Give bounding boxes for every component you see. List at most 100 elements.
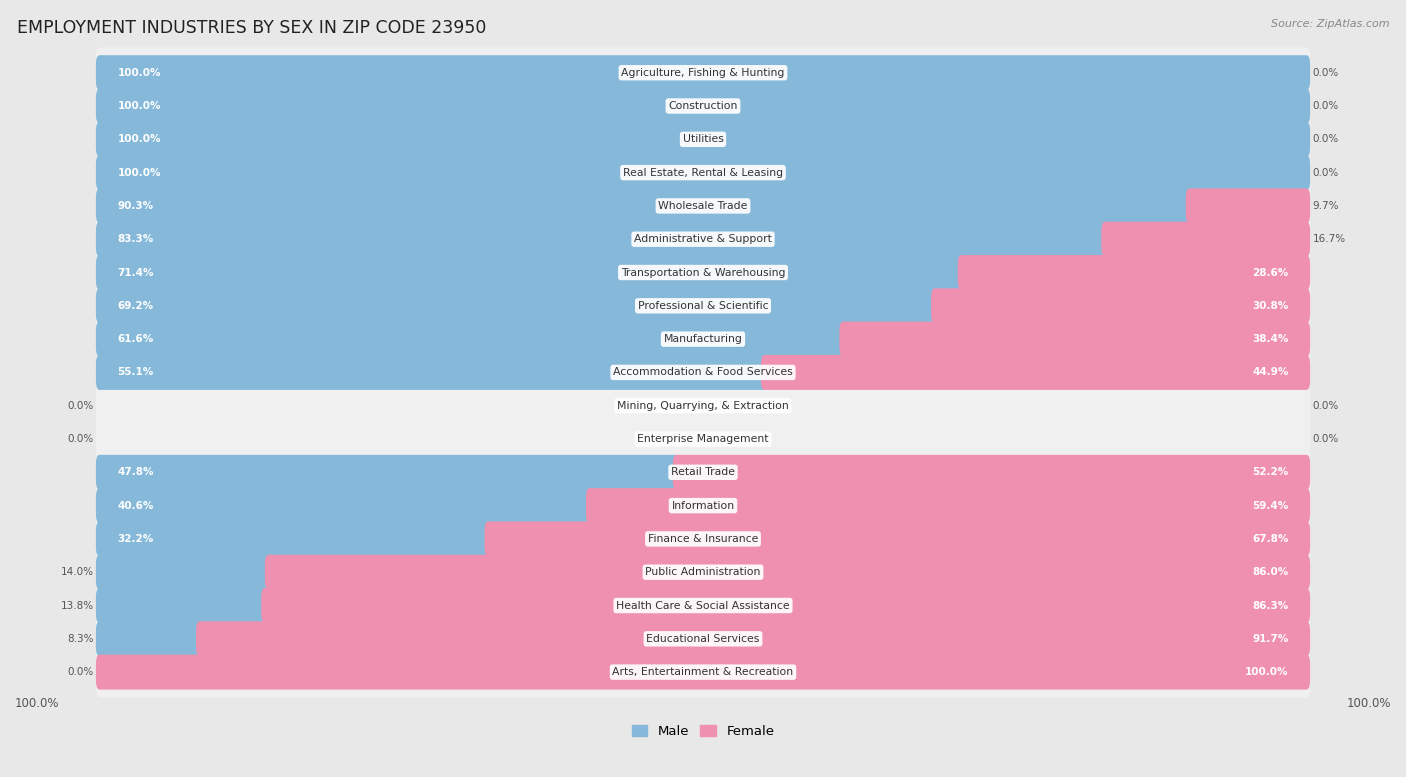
Text: 30.8%: 30.8% — [1253, 301, 1288, 311]
FancyBboxPatch shape — [761, 355, 1310, 390]
FancyBboxPatch shape — [195, 622, 1310, 657]
FancyBboxPatch shape — [96, 413, 1310, 465]
FancyBboxPatch shape — [96, 580, 1310, 631]
FancyBboxPatch shape — [1101, 221, 1310, 256]
FancyBboxPatch shape — [96, 381, 1310, 431]
Text: 100.0%: 100.0% — [15, 697, 59, 710]
Text: 38.4%: 38.4% — [1251, 334, 1288, 344]
Text: 0.0%: 0.0% — [1313, 101, 1339, 111]
FancyBboxPatch shape — [96, 588, 270, 623]
Text: 69.2%: 69.2% — [118, 301, 153, 311]
Text: 14.0%: 14.0% — [60, 567, 93, 577]
Text: Administrative & Support: Administrative & Support — [634, 234, 772, 244]
Text: 0.0%: 0.0% — [1313, 134, 1339, 145]
FancyBboxPatch shape — [96, 447, 1310, 497]
Text: 90.3%: 90.3% — [118, 201, 153, 211]
Text: Information: Information — [672, 500, 734, 510]
FancyBboxPatch shape — [96, 322, 846, 357]
FancyBboxPatch shape — [96, 355, 768, 390]
FancyBboxPatch shape — [96, 55, 1310, 90]
FancyBboxPatch shape — [262, 588, 1310, 623]
FancyBboxPatch shape — [96, 622, 204, 657]
Text: 0.0%: 0.0% — [1313, 168, 1339, 178]
FancyBboxPatch shape — [485, 521, 1310, 556]
Text: 9.7%: 9.7% — [1313, 201, 1339, 211]
Text: 0.0%: 0.0% — [1313, 401, 1339, 411]
Text: 61.6%: 61.6% — [118, 334, 153, 344]
Text: 100.0%: 100.0% — [118, 68, 162, 78]
FancyBboxPatch shape — [96, 521, 492, 556]
FancyBboxPatch shape — [96, 514, 1310, 564]
Text: Manufacturing: Manufacturing — [664, 334, 742, 344]
Text: 0.0%: 0.0% — [1313, 68, 1339, 78]
FancyBboxPatch shape — [96, 455, 681, 490]
Text: Arts, Entertainment & Recreation: Arts, Entertainment & Recreation — [613, 667, 793, 677]
FancyBboxPatch shape — [1185, 189, 1310, 224]
FancyBboxPatch shape — [96, 148, 1310, 198]
Text: Finance & Insurance: Finance & Insurance — [648, 534, 758, 544]
Text: 44.9%: 44.9% — [1251, 368, 1288, 378]
FancyBboxPatch shape — [96, 89, 1310, 124]
Text: Utilities: Utilities — [682, 134, 724, 145]
Text: Public Administration: Public Administration — [645, 567, 761, 577]
FancyBboxPatch shape — [96, 180, 1310, 232]
Text: Construction: Construction — [668, 101, 738, 111]
FancyBboxPatch shape — [96, 614, 1310, 664]
Text: 55.1%: 55.1% — [118, 368, 153, 378]
FancyBboxPatch shape — [96, 122, 1310, 157]
Text: Mining, Quarrying, & Extraction: Mining, Quarrying, & Extraction — [617, 401, 789, 411]
Text: Transportation & Warehousing: Transportation & Warehousing — [621, 267, 785, 277]
Text: 100.0%: 100.0% — [118, 168, 162, 178]
FancyBboxPatch shape — [96, 480, 1310, 531]
Text: Enterprise Management: Enterprise Management — [637, 434, 769, 444]
FancyBboxPatch shape — [96, 655, 1310, 690]
Text: 59.4%: 59.4% — [1253, 500, 1288, 510]
Text: Real Estate, Rental & Leasing: Real Estate, Rental & Leasing — [623, 168, 783, 178]
FancyBboxPatch shape — [96, 247, 1310, 298]
FancyBboxPatch shape — [96, 114, 1310, 165]
FancyBboxPatch shape — [586, 488, 1310, 523]
Text: Wholesale Trade: Wholesale Trade — [658, 201, 748, 211]
Text: 86.3%: 86.3% — [1253, 601, 1288, 611]
Text: 52.2%: 52.2% — [1253, 467, 1288, 477]
Text: 100.0%: 100.0% — [1347, 697, 1391, 710]
Text: 40.6%: 40.6% — [118, 500, 155, 510]
FancyBboxPatch shape — [96, 488, 593, 523]
Text: Health Care & Social Assistance: Health Care & Social Assistance — [616, 601, 790, 611]
FancyBboxPatch shape — [96, 47, 1310, 98]
FancyBboxPatch shape — [673, 455, 1310, 490]
Text: 47.8%: 47.8% — [118, 467, 155, 477]
Text: 0.0%: 0.0% — [1313, 434, 1339, 444]
FancyBboxPatch shape — [96, 81, 1310, 131]
FancyBboxPatch shape — [96, 221, 1108, 256]
Text: 0.0%: 0.0% — [67, 434, 93, 444]
Text: 100.0%: 100.0% — [118, 134, 162, 145]
FancyBboxPatch shape — [96, 347, 1310, 398]
Text: EMPLOYMENT INDUSTRIES BY SEX IN ZIP CODE 23950: EMPLOYMENT INDUSTRIES BY SEX IN ZIP CODE… — [17, 19, 486, 37]
Text: Agriculture, Fishing & Hunting: Agriculture, Fishing & Hunting — [621, 68, 785, 78]
FancyBboxPatch shape — [96, 314, 1310, 364]
Text: 32.2%: 32.2% — [118, 534, 153, 544]
Text: 67.8%: 67.8% — [1251, 534, 1288, 544]
Text: Professional & Scientific: Professional & Scientific — [638, 301, 768, 311]
Text: 28.6%: 28.6% — [1253, 267, 1288, 277]
Text: 83.3%: 83.3% — [118, 234, 153, 244]
FancyBboxPatch shape — [96, 555, 273, 590]
Text: 16.7%: 16.7% — [1313, 234, 1346, 244]
Legend: Male, Female: Male, Female — [626, 720, 780, 743]
FancyBboxPatch shape — [957, 255, 1310, 290]
FancyBboxPatch shape — [96, 255, 965, 290]
Text: Educational Services: Educational Services — [647, 634, 759, 644]
Text: 100.0%: 100.0% — [118, 101, 162, 111]
Text: 0.0%: 0.0% — [67, 667, 93, 677]
Text: Source: ZipAtlas.com: Source: ZipAtlas.com — [1271, 19, 1389, 30]
Text: 71.4%: 71.4% — [118, 267, 155, 277]
Text: 13.8%: 13.8% — [60, 601, 93, 611]
Text: 91.7%: 91.7% — [1253, 634, 1288, 644]
Text: 100.0%: 100.0% — [1244, 667, 1288, 677]
FancyBboxPatch shape — [931, 288, 1310, 323]
FancyBboxPatch shape — [264, 555, 1310, 590]
FancyBboxPatch shape — [96, 155, 1310, 190]
FancyBboxPatch shape — [96, 214, 1310, 264]
FancyBboxPatch shape — [96, 646, 1310, 698]
